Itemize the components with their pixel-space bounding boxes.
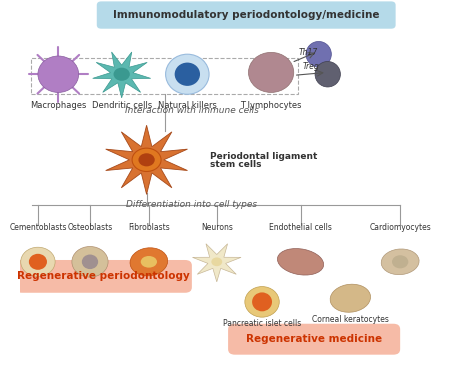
Text: T lymphocytes: T lymphocytes [240, 101, 302, 110]
Text: stem cells: stem cells [210, 160, 262, 169]
Ellipse shape [21, 247, 55, 276]
Ellipse shape [381, 249, 419, 275]
Ellipse shape [315, 62, 340, 87]
Ellipse shape [72, 247, 108, 277]
Text: Endothelial cells: Endothelial cells [269, 223, 332, 232]
Ellipse shape [248, 52, 294, 92]
Text: Regenerative periodontology: Regenerative periodontology [17, 271, 190, 281]
FancyBboxPatch shape [228, 324, 400, 355]
Ellipse shape [114, 68, 130, 81]
Ellipse shape [141, 256, 157, 268]
Ellipse shape [130, 248, 168, 276]
Text: Neurons: Neurons [201, 223, 233, 232]
Ellipse shape [252, 292, 272, 311]
Ellipse shape [165, 54, 209, 94]
Ellipse shape [245, 287, 279, 317]
Polygon shape [192, 244, 241, 282]
Ellipse shape [392, 255, 408, 268]
Ellipse shape [132, 148, 161, 171]
FancyBboxPatch shape [15, 260, 192, 293]
Text: Cardiomyocytes: Cardiomyocytes [369, 223, 431, 232]
Polygon shape [93, 52, 151, 98]
Text: Periodontal ligament: Periodontal ligament [210, 152, 318, 161]
Text: Natural killers: Natural killers [158, 101, 217, 110]
Ellipse shape [211, 257, 222, 266]
Ellipse shape [29, 254, 47, 270]
Text: Differentiation into cell types: Differentiation into cell types [126, 200, 257, 209]
Text: Dendritic cells: Dendritic cells [91, 101, 152, 110]
Text: Corneal keratocytes: Corneal keratocytes [312, 315, 389, 324]
Text: Treg: Treg [303, 62, 319, 71]
Text: Th17: Th17 [298, 48, 318, 57]
Text: Interaction with immune cells: Interaction with immune cells [125, 106, 259, 115]
Polygon shape [106, 125, 188, 195]
Ellipse shape [38, 56, 79, 92]
Text: Cementoblasts: Cementoblasts [9, 223, 67, 232]
Text: Osteoblasts: Osteoblasts [67, 223, 113, 232]
Text: Fibroblasts: Fibroblasts [128, 223, 170, 232]
Ellipse shape [306, 41, 331, 67]
Ellipse shape [82, 255, 98, 269]
Ellipse shape [174, 63, 200, 86]
Text: Immunomodulatory periodontology/medicine: Immunomodulatory periodontology/medicine [113, 10, 380, 20]
Ellipse shape [330, 284, 371, 312]
Ellipse shape [277, 248, 324, 275]
FancyBboxPatch shape [97, 1, 396, 29]
Text: Regenerative medicine: Regenerative medicine [246, 334, 382, 344]
Text: Pancreatic islet cells: Pancreatic islet cells [223, 319, 301, 328]
Text: Macrophages: Macrophages [30, 101, 86, 110]
Ellipse shape [138, 153, 155, 166]
